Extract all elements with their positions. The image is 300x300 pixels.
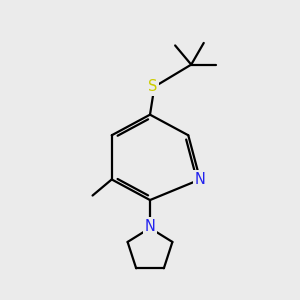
Text: N: N (195, 172, 206, 187)
Text: S: S (148, 79, 158, 94)
Text: N: N (145, 219, 155, 234)
